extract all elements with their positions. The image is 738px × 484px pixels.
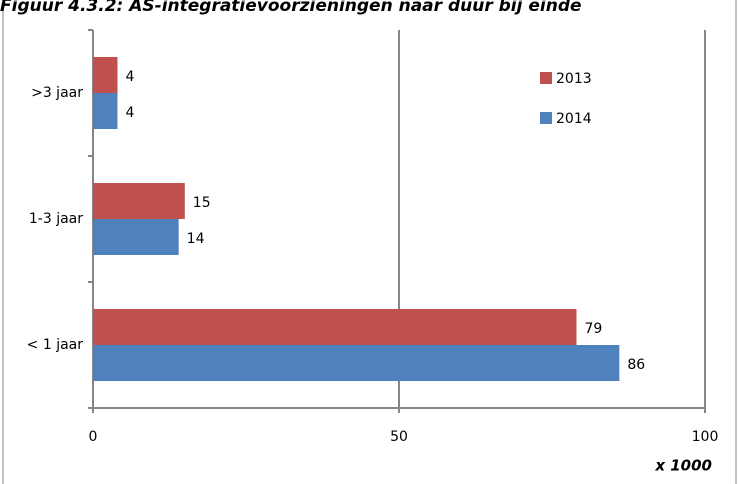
x-tick-label: 100 <box>692 429 719 445</box>
bar <box>93 345 620 381</box>
bar <box>93 309 577 345</box>
x-tick-label: 0 <box>89 429 98 445</box>
legend-label: 2014 <box>556 111 592 127</box>
y-tick-label: < 1 jaar <box>27 337 84 353</box>
legend-swatch <box>540 112 552 124</box>
bar <box>93 183 185 219</box>
chart-title: Figuur 4.3.2: AS-integratievoorzieningen… <box>0 0 582 16</box>
data-label: 4 <box>125 69 134 85</box>
data-label: 79 <box>584 321 602 337</box>
data-label: 86 <box>627 357 645 373</box>
x-tick-label: 50 <box>390 429 408 445</box>
bar <box>93 219 179 255</box>
bar <box>93 57 118 93</box>
y-tick-label: 1-3 jaar <box>29 211 83 227</box>
legend-swatch <box>540 72 552 84</box>
data-label: 15 <box>193 195 211 211</box>
bar <box>93 93 118 129</box>
data-label: 4 <box>125 105 134 121</box>
data-label: 14 <box>187 231 205 247</box>
legend-label: 2013 <box>556 71 592 87</box>
unit-label: x 1000 <box>654 457 712 475</box>
y-tick-label: >3 jaar <box>31 85 83 101</box>
